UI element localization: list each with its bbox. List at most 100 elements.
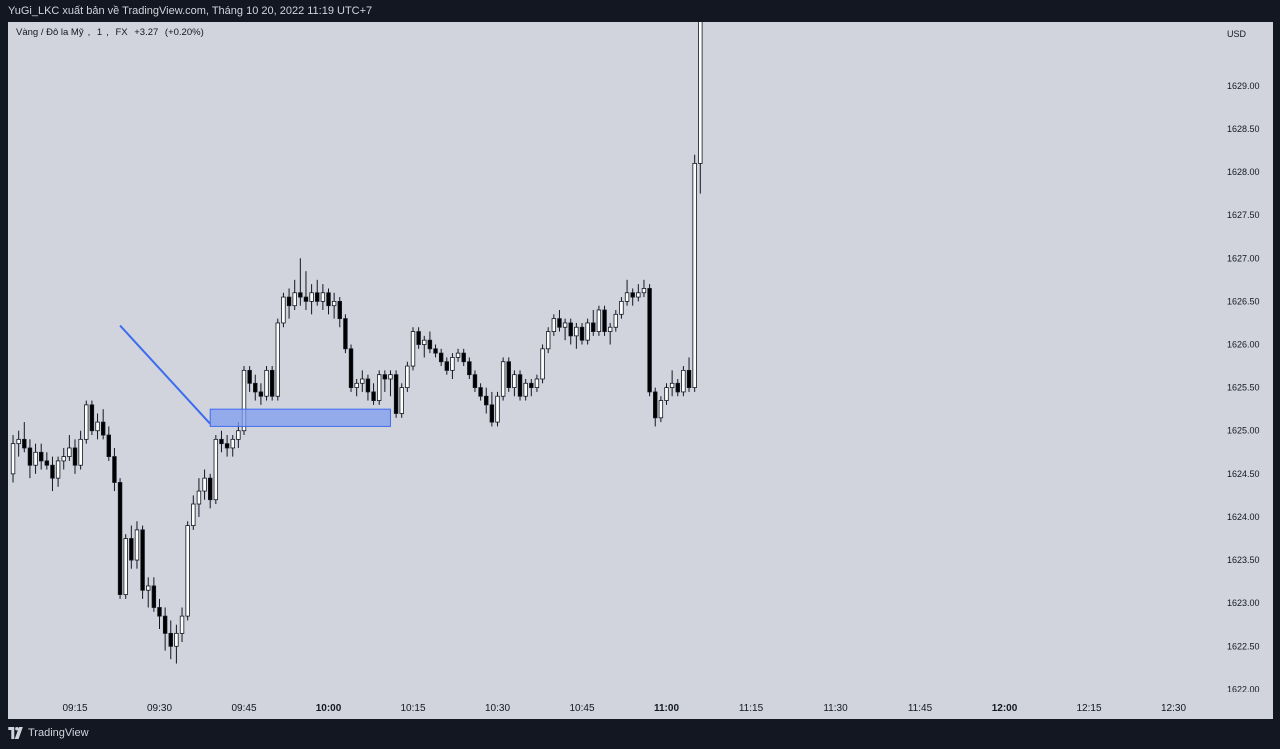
- tradingview-logo-icon: [8, 727, 23, 739]
- candle-body: [331, 300, 337, 307]
- candle: [72, 439, 78, 474]
- candle: [574, 322, 579, 349]
- candle-body: [27, 447, 33, 466]
- footer-bar: TradingView: [0, 719, 1280, 749]
- candle: [596, 305, 602, 336]
- candle: [607, 322, 613, 345]
- candle-body: [151, 585, 157, 608]
- candle-body: [196, 490, 202, 505]
- candle: [320, 284, 326, 311]
- candle: [286, 288, 292, 319]
- candle: [326, 288, 331, 315]
- candle: [44, 452, 50, 470]
- candle-body: [376, 374, 382, 401]
- candle-body: [343, 318, 348, 350]
- candle-body: [10, 443, 16, 475]
- candle-body: [298, 292, 303, 298]
- candle: [230, 435, 235, 457]
- tradingview-brand[interactable]: TradingView: [8, 727, 89, 739]
- candle-body: [433, 348, 438, 354]
- candle: [354, 378, 359, 397]
- candle: [422, 335, 427, 358]
- legend-sep: ,: [106, 27, 109, 38]
- candle: [134, 521, 140, 569]
- candle-body: [484, 395, 489, 406]
- candle-body: [512, 374, 517, 389]
- candle-body: [692, 163, 697, 389]
- candle-body: [33, 451, 38, 466]
- candle-body: [50, 464, 55, 479]
- time-axis[interactable]: 09:15 09:30 09:45 10:00 10:15 10:30 10:45 11:00…: [8, 692, 1273, 719]
- price-tick-label: 1628.00: [1227, 167, 1260, 177]
- candle-body: [438, 352, 444, 363]
- price-chart[interactable]: USD 1622.00 1622.50 1623.00 1623.50 1624.00 16…: [8, 22, 1273, 719]
- price-tick-label: 1628.50: [1227, 124, 1260, 134]
- candle-body: [337, 300, 342, 320]
- chart-background: [8, 22, 1273, 719]
- price-axis[interactable]: USD 1622.00 1622.50 1623.00 1623.50 1624.00 16…: [1218, 22, 1273, 719]
- candle: [686, 357, 692, 392]
- candle-body: [669, 382, 675, 389]
- candle-body: [247, 369, 252, 384]
- candle: [84, 400, 89, 444]
- candle: [653, 387, 658, 427]
- candle: [630, 288, 635, 306]
- candle-body: [95, 421, 100, 432]
- candle-body: [67, 447, 72, 457]
- candle: [106, 426, 111, 461]
- candle: [264, 366, 269, 401]
- candle: [619, 297, 624, 319]
- candle-body: [253, 382, 258, 393]
- candle-body: [202, 477, 207, 492]
- candles-layer: [10, 22, 703, 664]
- candle: [669, 370, 675, 397]
- candle: [636, 284, 641, 302]
- candle-body: [653, 391, 658, 419]
- candle-body: [16, 438, 21, 445]
- candle: [191, 495, 196, 530]
- candle: [495, 391, 500, 427]
- price-axis-currency: USD: [1227, 29, 1247, 39]
- candle: [100, 409, 106, 440]
- candle-body: [112, 456, 117, 483]
- candle: [427, 331, 433, 354]
- candle-body: [585, 322, 590, 341]
- candle-body: [596, 309, 602, 332]
- candle-body: [427, 339, 433, 350]
- candle: [162, 607, 168, 651]
- candle: [376, 370, 382, 405]
- candle: [517, 370, 523, 401]
- chart-pane[interactable]: USD 1622.00 1622.50 1623.00 1623.50 1624.00 16…: [8, 22, 1273, 719]
- candle: [281, 292, 286, 328]
- candle: [123, 534, 128, 599]
- candle-body: [320, 292, 326, 302]
- time-tick-label: 11:00: [654, 703, 679, 714]
- candle-body: [213, 438, 219, 501]
- candle: [207, 473, 213, 509]
- candle-body: [179, 615, 185, 634]
- candle-body: [579, 326, 585, 341]
- price-tick-label: 1623.00: [1227, 598, 1260, 608]
- price-tick-label: 1622.00: [1227, 684, 1260, 694]
- candle-body: [467, 361, 472, 376]
- candle: [557, 310, 562, 332]
- time-tick-label: 12:15: [1076, 703, 1101, 714]
- candle-body: [326, 292, 331, 307]
- candle: [174, 624, 179, 664]
- candle: [551, 314, 557, 336]
- time-tick-label: 09:45: [231, 703, 256, 714]
- candle: [540, 344, 545, 384]
- candle-body: [207, 477, 213, 501]
- candle-body: [619, 300, 624, 315]
- candle: [185, 521, 190, 621]
- time-tick-label: 11:45: [908, 703, 933, 714]
- candle-body: [517, 374, 523, 397]
- candle: [692, 154, 697, 392]
- candle-body: [106, 434, 111, 457]
- candle: [219, 430, 224, 453]
- price-tick-label: 1624.50: [1227, 469, 1260, 479]
- candle: [585, 318, 590, 345]
- candle-body: [100, 421, 106, 436]
- candle-body: [44, 460, 50, 466]
- time-tick-label: 10:30: [485, 703, 510, 714]
